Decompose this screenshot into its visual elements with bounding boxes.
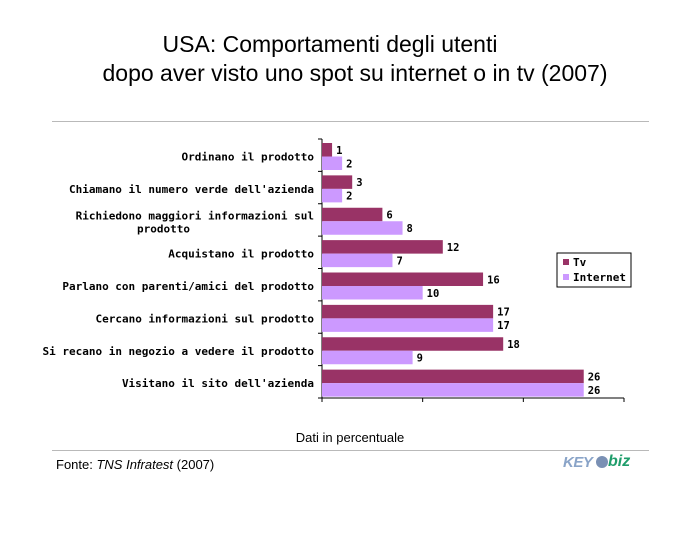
top-divider (52, 121, 649, 122)
bar-tv (322, 207, 383, 222)
legend-swatch-tv (563, 259, 569, 265)
bar-tv (322, 240, 443, 254)
legend-box (556, 252, 632, 288)
x-axis-label: Dati in percentuale (295, 430, 405, 445)
bar-tv (322, 337, 504, 351)
value-label-tv: 12 (447, 242, 460, 254)
legend-label-tv: Tv (573, 256, 587, 269)
legend-swatch-internet (563, 274, 569, 280)
source-prefix: Fonte: (56, 457, 97, 472)
source-name: TNS Infratest (96, 457, 174, 472)
category-label: Visitano il sito dell'azienda (122, 377, 314, 390)
source-suffix: (2007) (173, 457, 215, 472)
category-label: Parlano con parenti/amici del prodotto (62, 280, 314, 293)
bar-internet (322, 188, 343, 203)
logo-biz-text: biz (608, 453, 631, 470)
category-label: Cercano informazioni sul prodotto (95, 312, 314, 325)
value-label-tv: 26 (588, 371, 601, 383)
value-label-internet: 17 (497, 320, 510, 332)
category-label: Richiedono maggiori informazioni sul prod… (76, 209, 314, 235)
keybiz-logo: KEY biz (563, 452, 643, 474)
value-label-tv: 6 (386, 210, 392, 222)
title-line-2: dopo aver visto uno spot su internet o i… (102, 60, 608, 86)
value-label-internet: 9 (417, 353, 423, 365)
bar-tv (322, 175, 353, 189)
value-label-internet: 2 (346, 191, 352, 203)
bottom-divider (52, 450, 649, 451)
value-label-internet: 8 (407, 223, 413, 235)
value-label-internet: 2 (346, 158, 352, 170)
bar-tv (322, 304, 494, 319)
source-note: Fonte: TNS Infratest (2007) (56, 457, 214, 472)
value-label-internet: 10 (427, 288, 440, 300)
category-label: Ordinano il prodotto (182, 151, 315, 164)
value-label-internet: 7 (396, 255, 402, 267)
chart-title: USA: Comportamenti degli utenti dopo ave… (0, 30, 700, 88)
legend-label-internet: Internet (573, 271, 626, 284)
bar-tv (322, 369, 584, 384)
logo-dot (596, 456, 608, 468)
bar-internet (322, 221, 403, 235)
value-label-tv: 18 (507, 339, 520, 351)
bar-internet (322, 383, 584, 397)
bar-internet (322, 318, 494, 332)
bar-internet (322, 286, 423, 300)
value-label-tv: 3 (356, 177, 362, 189)
bar-internet (322, 350, 413, 365)
bar-tv (322, 143, 333, 157)
legend: Tv Internet (556, 252, 632, 288)
value-label-internet: 26 (588, 385, 601, 397)
category-label: Chiamano il numero verde dell'azienda (69, 183, 314, 196)
logo-key-text: KEY (563, 454, 593, 471)
value-label-tv: 17 (497, 307, 510, 319)
bar-internet (322, 253, 393, 268)
category-label: Si recano in negozio a vedere il prodott… (42, 345, 314, 358)
value-label-tv: 16 (487, 274, 500, 286)
title-line-1: USA: Comportamenti degli utenti (162, 31, 498, 57)
value-label-tv: 1 (336, 145, 342, 157)
bar-internet (322, 156, 343, 170)
bar-tv (322, 272, 484, 286)
category-label: Acquistano il prodotto (168, 248, 314, 261)
